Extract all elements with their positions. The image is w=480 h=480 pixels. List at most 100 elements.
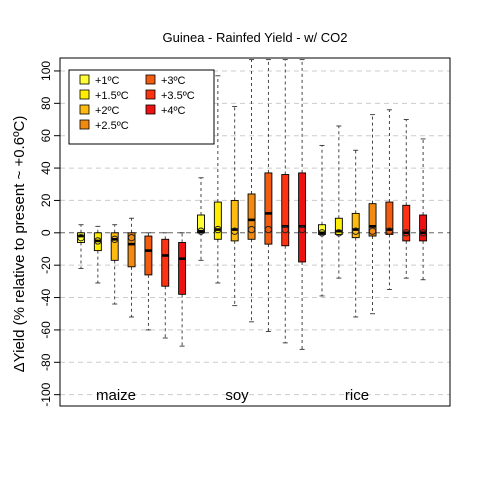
box-soy-5 — [264, 59, 273, 332]
mean-marker — [352, 227, 360, 235]
legend-label: +1.5ºC — [95, 90, 129, 102]
mean-marker — [318, 229, 326, 237]
y-axis-label: ΔYield (% relative to present ~ +0.6ºC) — [11, 116, 28, 373]
y-tick-label: 80 — [39, 96, 53, 110]
legend-item: +2ºC — [79, 104, 120, 117]
y-tick-label: 20 — [39, 193, 53, 207]
mean-marker — [247, 225, 256, 234]
box-rect — [264, 172, 273, 245]
plot-frame — [59, 57, 451, 407]
mean-marker — [298, 225, 306, 234]
mean-marker — [197, 227, 205, 235]
legend-box — [68, 69, 215, 145]
box-rect — [197, 214, 205, 234]
box-rice-2 — [334, 125, 343, 279]
box-rect — [178, 242, 187, 295]
y-tick-label: -20 — [39, 256, 53, 274]
legend-item: +2.5ºC — [79, 119, 129, 132]
box-rect — [230, 199, 239, 242]
legend-item: +3.5ºC — [145, 89, 195, 102]
boxplot-series — [77, 59, 428, 350]
legend-label: +3ºC — [161, 75, 186, 87]
mean-marker — [402, 229, 410, 237]
box-rect — [144, 235, 153, 276]
mean-marker — [231, 227, 239, 235]
legend: +1ºC +1.5ºC +2ºC +2.5ºC +3ºC +3.5ºC +4ºC — [68, 69, 215, 145]
box-rect — [402, 204, 411, 242]
y-tick-label: 0 — [39, 229, 53, 236]
mean-marker — [419, 229, 427, 237]
mean-marker — [385, 227, 394, 235]
legend-swatch — [145, 74, 156, 85]
box-rice-7 — [419, 138, 428, 281]
box-soy-6 — [281, 59, 290, 344]
group-label-soy: soy — [225, 387, 249, 404]
group-label-maize: maize — [96, 387, 136, 404]
box-rect — [213, 201, 222, 240]
mean-marker — [127, 233, 136, 242]
box-soy-4 — [247, 59, 256, 323]
box-rect — [334, 217, 343, 235]
legend-label: +4ºC — [161, 105, 186, 117]
mean-marker — [281, 225, 289, 234]
box-group-maize — [77, 217, 187, 347]
mean-marker — [77, 233, 85, 242]
box-rect — [419, 214, 428, 242]
box-maize-7 — [178, 232, 187, 347]
group-labels: maize soy rice — [96, 387, 369, 404]
box-maize-3 — [110, 224, 119, 305]
legend-label: +3.5ºC — [161, 90, 195, 102]
y-tick-label: 100 — [39, 61, 53, 81]
box-rect — [161, 238, 170, 287]
legend-swatch — [145, 104, 156, 115]
box-rect — [368, 203, 377, 237]
legend-item: +1.5ºC — [79, 89, 129, 102]
y-tick-label: -80 — [39, 353, 53, 371]
box-rice-4 — [368, 114, 377, 315]
box-rice-5 — [385, 109, 394, 290]
box-soy-2 — [213, 75, 222, 284]
mean-marker — [94, 237, 102, 245]
box-soy-3 — [230, 106, 239, 307]
box-group-soy — [197, 59, 307, 350]
box-maize-5 — [144, 232, 153, 331]
chart-title: Guinea - Rainfed Yield - w/ CO2 — [163, 30, 348, 45]
box-maize-1 — [77, 224, 85, 269]
mean-marker — [111, 235, 119, 243]
y-tick-label: -100 — [39, 382, 53, 406]
group-label-rice: rice — [345, 387, 369, 404]
box-rect — [281, 174, 290, 247]
box-rect — [351, 212, 360, 239]
y-tick-label: -60 — [39, 321, 53, 339]
mean-marker — [368, 227, 377, 235]
box-maize-2 — [93, 225, 102, 284]
y-tick-label: 60 — [39, 129, 53, 143]
box-rect — [298, 172, 307, 263]
box-rice-3 — [351, 149, 360, 318]
y-tick-label: 40 — [39, 161, 53, 175]
box-maize-6 — [161, 232, 170, 339]
legend-item: +1ºC — [79, 74, 120, 87]
y-axis: -100 -80 -60 -40 -20 0 20 40 60 80 100 — [39, 61, 60, 407]
mean-marker — [214, 225, 222, 234]
y-tick-label: -40 — [39, 289, 53, 307]
box-rect — [110, 232, 119, 261]
box-soy-1 — [197, 177, 205, 261]
box-rice-6 — [402, 119, 411, 279]
box-maize-4 — [127, 217, 136, 318]
legend-swatch — [79, 74, 90, 85]
legend-swatch — [79, 89, 90, 100]
box-rect — [247, 193, 256, 240]
legend-swatch — [145, 89, 156, 100]
legend-item: +3ºC — [145, 74, 186, 87]
mean-marker — [335, 229, 343, 237]
mean-marker — [264, 225, 273, 234]
box-group-rice — [318, 109, 428, 318]
box-soy-7 — [298, 59, 307, 350]
box-rice-1 — [318, 144, 326, 297]
legend-item: +4ºC — [145, 104, 186, 117]
legend-label: +1ºC — [95, 75, 120, 87]
box-rect — [127, 232, 136, 268]
legend-label: +2.5ºC — [95, 120, 129, 132]
